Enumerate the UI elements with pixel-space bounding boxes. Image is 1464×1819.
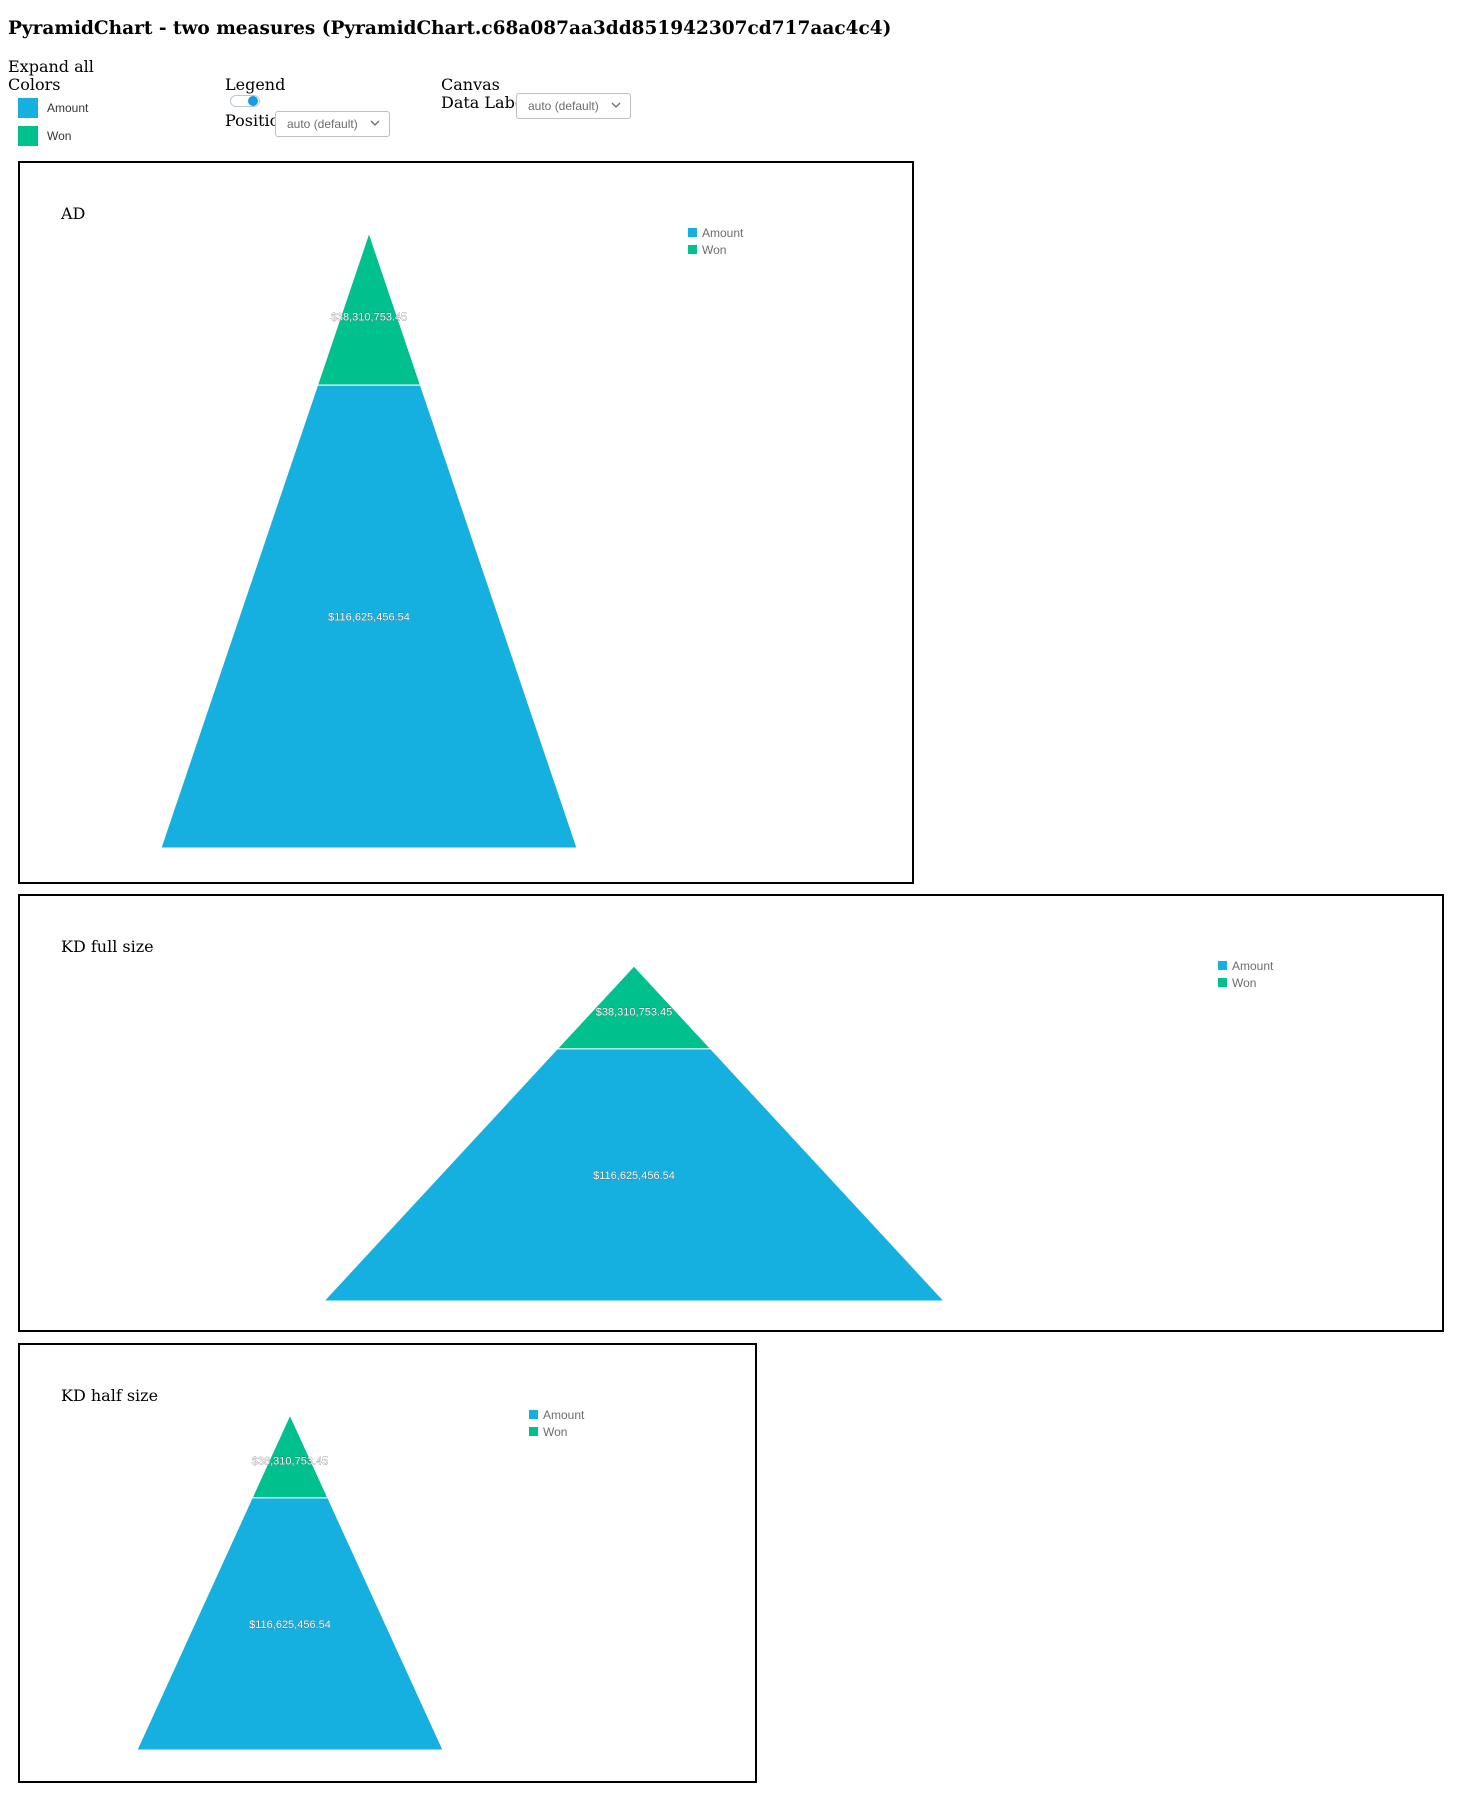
data-label: $38,310,753.45 bbox=[252, 1456, 328, 1468]
pyramid-segment-won[interactable] bbox=[316, 231, 422, 386]
chart-panel-kd-half: KD half size $38,310,753.45 $116,625,456.… bbox=[18, 1343, 757, 1783]
pyramid-segment-amount[interactable] bbox=[136, 1497, 444, 1751]
legend-swatch-won[interactable] bbox=[1218, 978, 1227, 987]
legend-swatch-won[interactable] bbox=[688, 245, 697, 254]
chart-title: AD bbox=[61, 204, 86, 223]
won-color-label: Won bbox=[47, 129, 72, 143]
chart-panel-kd-full: KD full size $38,310,753.45 $116,625,456.… bbox=[18, 894, 1444, 1332]
legend-item-amount[interactable]: Amount bbox=[702, 226, 744, 240]
chevron-down-icon bbox=[370, 120, 380, 126]
won-color-swatch[interactable] bbox=[18, 126, 38, 146]
data-label: $116,625,456.54 bbox=[249, 1619, 331, 1631]
amount-color-label: Amount bbox=[47, 101, 89, 115]
legend-item-won[interactable]: Won bbox=[543, 1425, 567, 1439]
expand-all-link[interactable]: Expand all bbox=[8, 57, 94, 76]
pyramid-chart-ad: $38,310,753.45 $116,625,456.54 Amount Won bbox=[160, 226, 744, 849]
legend-swatch-amount[interactable] bbox=[1218, 961, 1227, 970]
position-label: Position bbox=[225, 111, 290, 130]
legend-swatch-amount[interactable] bbox=[688, 228, 697, 237]
legend-item-amount[interactable]: Amount bbox=[543, 1408, 585, 1422]
legend-swatch-won[interactable] bbox=[529, 1427, 538, 1436]
data-label: $116,625,456.54 bbox=[328, 612, 410, 624]
pyramid-segment-amount[interactable] bbox=[160, 384, 578, 849]
chart-title: KD full size bbox=[61, 937, 154, 956]
pyramid-chart-kd-full: $38,310,753.45 $116,625,456.54 Amount Won bbox=[322, 959, 1274, 1302]
chevron-down-icon bbox=[611, 102, 621, 108]
legend-item-won[interactable]: Won bbox=[702, 243, 726, 257]
amount-color-swatch[interactable] bbox=[18, 98, 38, 118]
toggle-knob bbox=[248, 96, 258, 106]
position-select-value: auto (default) bbox=[287, 117, 358, 131]
data-label: $38,310,753.45 bbox=[331, 312, 407, 324]
pyramid-chart-kd-half: $38,310,753.45 $116,625,456.54 Amount Won bbox=[136, 1408, 585, 1751]
position-select[interactable]: auto (default) bbox=[275, 111, 390, 137]
chart-title: KD half size bbox=[61, 1386, 159, 1405]
data-labels-select[interactable]: auto (default) bbox=[516, 93, 631, 119]
legend-swatch-amount[interactable] bbox=[529, 1410, 538, 1419]
data-label: $38,310,753.45 bbox=[596, 1007, 672, 1019]
data-label: $116,625,456.54 bbox=[593, 1170, 675, 1182]
legend-item-amount[interactable]: Amount bbox=[1232, 959, 1274, 973]
data-labels-label: Data Labels bbox=[441, 93, 538, 112]
chart-panel-ad: AD $38,310,753.45 $116,625,456.54 Amount Wo… bbox=[18, 161, 914, 884]
data-labels-select-value: auto (default) bbox=[528, 99, 599, 113]
legend-item-won[interactable]: Won bbox=[1232, 976, 1256, 990]
legend-label: Legend bbox=[225, 75, 286, 94]
colors-label: Colors bbox=[8, 75, 61, 94]
pyramid-segment-amount[interactable] bbox=[322, 1048, 946, 1302]
page-title: PyramidChart - two measures (PyramidChar… bbox=[8, 18, 892, 39]
legend-toggle[interactable] bbox=[230, 95, 260, 107]
canvas-label: Canvas bbox=[441, 75, 500, 94]
